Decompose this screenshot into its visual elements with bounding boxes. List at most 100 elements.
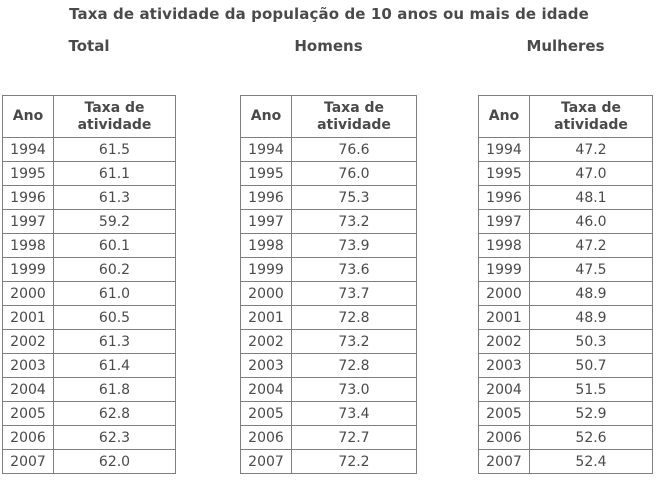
year-cell: 2004 bbox=[240, 377, 292, 402]
table-head: Ano Taxa de atividade bbox=[478, 95, 653, 138]
table-row: 1999 47.5 bbox=[478, 257, 653, 282]
year-cell: 2001 bbox=[2, 305, 54, 330]
year-cell: 1995 bbox=[240, 161, 292, 186]
rate-cell: 75.3 bbox=[291, 185, 417, 210]
table-row: 2004 51.5 bbox=[478, 377, 653, 402]
year-cell: 2000 bbox=[2, 281, 54, 306]
rate-cell: 62.8 bbox=[53, 401, 176, 426]
column-header-ano: Ano bbox=[240, 95, 292, 138]
table-row: 1994 47.2 bbox=[478, 137, 653, 162]
rate-cell: 48.9 bbox=[529, 281, 653, 306]
year-cell: 2004 bbox=[2, 377, 54, 402]
column-header-ano: Ano bbox=[2, 95, 54, 138]
year-cell: 1995 bbox=[2, 161, 54, 186]
year-cell: 1999 bbox=[240, 257, 292, 282]
rate-cell: 60.5 bbox=[53, 305, 176, 330]
table-body-total: 1994 61.5 1995 61.1 1996 61.3 1997 59.2 1998 60.1… bbox=[2, 137, 176, 474]
year-cell: 1998 bbox=[2, 233, 54, 258]
year-cell: 1996 bbox=[2, 185, 54, 210]
table-head: Ano Taxa de atividade bbox=[240, 95, 417, 138]
year-cell: 1996 bbox=[240, 185, 292, 210]
table-row: 2007 62.0 bbox=[2, 449, 176, 474]
table-header-row: Ano Taxa de atividade bbox=[240, 95, 417, 138]
year-cell: 2007 bbox=[478, 449, 530, 474]
table-row: 2000 73.7 bbox=[240, 281, 417, 306]
table-row: 1995 47.0 bbox=[478, 161, 653, 186]
table-row: 1995 61.1 bbox=[2, 161, 176, 186]
rate-cell: 73.2 bbox=[291, 329, 417, 354]
column-header-taxa-label: Taxa de atividade bbox=[77, 99, 152, 133]
table-body-homens: 1994 76.6 1995 76.0 1996 75.3 1997 73.2 1998 73.9… bbox=[240, 137, 417, 474]
rate-cell: 51.5 bbox=[529, 377, 653, 402]
rate-cell: 61.3 bbox=[53, 185, 176, 210]
rate-cell: 61.0 bbox=[53, 281, 176, 306]
rate-cell: 72.2 bbox=[291, 449, 417, 474]
rate-cell: 73.0 bbox=[291, 377, 417, 402]
rate-cell: 61.8 bbox=[53, 377, 176, 402]
year-cell: 2000 bbox=[240, 281, 292, 306]
table-row: 2006 72.7 bbox=[240, 425, 417, 450]
rate-cell: 61.4 bbox=[53, 353, 176, 378]
table-subtitle-homens: Homens bbox=[294, 37, 363, 55]
rate-cell: 62.3 bbox=[53, 425, 176, 450]
rate-cell: 48.1 bbox=[529, 185, 653, 210]
table-row: 2004 73.0 bbox=[240, 377, 417, 402]
rate-cell: 61.1 bbox=[53, 161, 176, 186]
table-row: 2005 52.9 bbox=[478, 401, 653, 426]
table-row: 1994 76.6 bbox=[240, 137, 417, 162]
rate-cell: 73.2 bbox=[291, 209, 417, 234]
table-row: 2001 72.8 bbox=[240, 305, 417, 330]
year-cell: 2001 bbox=[478, 305, 530, 330]
table-header-row: Ano Taxa de atividade bbox=[2, 95, 176, 138]
year-cell: 1998 bbox=[240, 233, 292, 258]
table-block-mulheres: Mulheres Ano Taxa de atividade 1994 47.2 1… bbox=[478, 37, 653, 474]
table-row: 1998 73.9 bbox=[240, 233, 417, 258]
year-cell: 1994 bbox=[2, 137, 54, 162]
rate-cell: 47.5 bbox=[529, 257, 653, 282]
year-cell: 1995 bbox=[478, 161, 530, 186]
table-row: 2007 52.4 bbox=[478, 449, 653, 474]
year-cell: 1997 bbox=[478, 209, 530, 234]
table-row: 2006 52.6 bbox=[478, 425, 653, 450]
column-header-taxa-label: Taxa de atividade bbox=[317, 99, 391, 133]
rate-cell: 59.2 bbox=[53, 209, 176, 234]
year-cell: 1997 bbox=[240, 209, 292, 234]
rate-cell: 52.6 bbox=[529, 425, 653, 450]
rate-cell: 60.2 bbox=[53, 257, 176, 282]
table-row: 1996 48.1 bbox=[478, 185, 653, 210]
table-row: 1997 59.2 bbox=[2, 209, 176, 234]
year-cell: 2001 bbox=[240, 305, 292, 330]
year-cell: 1994 bbox=[240, 137, 292, 162]
rate-cell: 72.8 bbox=[291, 305, 417, 330]
table-row: 1996 61.3 bbox=[2, 185, 176, 210]
year-cell: 2002 bbox=[2, 329, 54, 354]
year-cell: 2007 bbox=[240, 449, 292, 474]
data-table-homens: Ano Taxa de atividade 1994 76.6 1995 76.0 19… bbox=[240, 95, 417, 474]
table-row: 2002 50.3 bbox=[478, 329, 653, 354]
table-row: 2000 61.0 bbox=[2, 281, 176, 306]
table-row: 2004 61.8 bbox=[2, 377, 176, 402]
table-block-total: Total Ano Taxa de atividade 1994 61.5 1995… bbox=[2, 37, 176, 474]
year-cell: 1996 bbox=[478, 185, 530, 210]
year-cell: 1998 bbox=[478, 233, 530, 258]
rate-cell: 46.0 bbox=[529, 209, 653, 234]
rate-cell: 72.7 bbox=[291, 425, 417, 450]
year-cell: 2002 bbox=[240, 329, 292, 354]
table-row: 1997 46.0 bbox=[478, 209, 653, 234]
rate-cell: 73.9 bbox=[291, 233, 417, 258]
table-subtitle-total: Total bbox=[68, 37, 110, 55]
rate-cell: 52.4 bbox=[529, 449, 653, 474]
table-row: 2002 61.3 bbox=[2, 329, 176, 354]
year-cell: 2006 bbox=[478, 425, 530, 450]
rate-cell: 76.6 bbox=[291, 137, 417, 162]
table-row: 1997 73.2 bbox=[240, 209, 417, 234]
table-row: 2003 50.7 bbox=[478, 353, 653, 378]
year-cell: 2003 bbox=[478, 353, 530, 378]
table-row: 2003 72.8 bbox=[240, 353, 417, 378]
rate-cell: 61.3 bbox=[53, 329, 176, 354]
rate-cell: 61.5 bbox=[53, 137, 176, 162]
year-cell: 2003 bbox=[240, 353, 292, 378]
rate-cell: 48.9 bbox=[529, 305, 653, 330]
rate-cell: 60.1 bbox=[53, 233, 176, 258]
year-cell: 1994 bbox=[478, 137, 530, 162]
